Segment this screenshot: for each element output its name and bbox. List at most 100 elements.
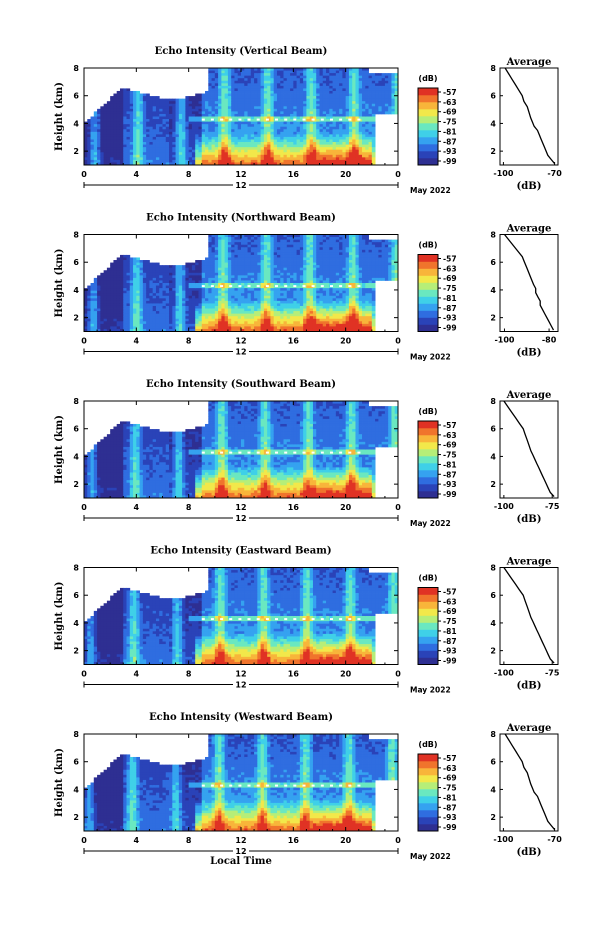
heat-cell (155, 154, 160, 158)
heat-cell (316, 68, 320, 71)
heat-cell (326, 124, 330, 128)
heat-cell (244, 277, 248, 281)
heat-cell (273, 249, 278, 253)
heat-cell (139, 93, 144, 97)
heat-cell (221, 119, 226, 122)
heat-cell (231, 108, 235, 112)
heat-cell (263, 237, 268, 240)
heat-cell (234, 101, 239, 105)
heat-cell (306, 83, 311, 87)
heat-cell (273, 234, 278, 238)
heat-cell (241, 111, 245, 115)
heat-cell (254, 142, 258, 145)
heat-cell (205, 129, 209, 133)
heat-cell (332, 108, 337, 112)
heat-cell (211, 149, 216, 153)
heat-cell (142, 300, 147, 304)
heat-cell (182, 152, 186, 156)
heat-cell (234, 88, 239, 92)
heat-cell (221, 121, 226, 125)
heat-cell (270, 295, 275, 299)
heat-cell (329, 129, 333, 133)
heat-cell (316, 93, 320, 97)
heat-cell (319, 103, 324, 107)
heat-cell (162, 149, 167, 153)
heat-cell (250, 234, 255, 238)
heat-cell (358, 70, 363, 74)
heat-cell (241, 249, 245, 253)
heat-cell (237, 242, 242, 246)
heat-cell (303, 68, 307, 71)
heat-cell (247, 134, 252, 138)
heat-cell (191, 124, 196, 128)
heat-cell (188, 305, 193, 309)
heat-cell (172, 311, 176, 315)
heat-cell (208, 321, 212, 325)
heat-cell (345, 134, 350, 138)
heat-cell (306, 108, 311, 112)
heat-cell (250, 242, 255, 246)
heat-cell (231, 285, 235, 289)
heat-cell (119, 101, 124, 105)
heat-cell (371, 111, 376, 115)
heat-cell (316, 159, 320, 163)
heat-cell (123, 293, 127, 297)
colorbar-tick-label: -75 (443, 118, 457, 127)
heat-cell (208, 88, 212, 92)
heat-cell (185, 129, 190, 133)
heat-cell (165, 106, 170, 110)
heat-cell (103, 321, 108, 325)
heat-cell (129, 152, 134, 156)
heat-cell (126, 88, 131, 92)
heat-cell (90, 139, 95, 143)
heat-cell (362, 108, 366, 112)
heat-cell (195, 316, 199, 320)
heat-cell (211, 280, 216, 284)
heat-cell (254, 88, 258, 92)
heat-cell (254, 272, 258, 276)
heat-cell (208, 311, 212, 315)
heat-cell (348, 80, 353, 84)
heat-cell (152, 124, 157, 128)
heat-cell (345, 78, 350, 82)
heat-cell (326, 136, 330, 140)
heat-cell (195, 124, 199, 128)
heat-cell (352, 147, 356, 151)
heat-cell (155, 113, 160, 117)
heat-cell (263, 298, 268, 302)
heat-cell (260, 275, 265, 279)
heat-cell (263, 272, 268, 276)
heat-cell (250, 116, 255, 120)
heat-cell (244, 162, 248, 166)
heat-cell (332, 83, 337, 87)
heat-cell (391, 96, 396, 100)
heat-cell (365, 124, 369, 128)
heat-cell (270, 90, 275, 94)
heat-cell (388, 111, 392, 115)
heat-cell (290, 88, 294, 92)
heat-cell (214, 119, 219, 122)
heat-cell (290, 149, 294, 153)
heat-cell (103, 303, 108, 307)
heat-cell (273, 252, 278, 256)
heat-cell (391, 103, 396, 107)
heat-cell (208, 265, 212, 269)
heat-cell (355, 85, 360, 89)
heat-cell (358, 162, 363, 166)
heat-cell (139, 267, 144, 271)
heat-cell (149, 113, 154, 117)
heat-cell (263, 257, 268, 261)
heat-cell (234, 247, 239, 251)
heat-cell (211, 121, 216, 125)
heat-cell (218, 262, 222, 266)
heat-cell (136, 290, 140, 294)
heat-cell (103, 129, 108, 133)
heat-cell (198, 285, 203, 289)
heat-cell (84, 308, 88, 312)
heat-cell (296, 139, 301, 143)
heat-cell (172, 313, 176, 317)
heat-cell (152, 131, 157, 135)
heat-cell (254, 280, 258, 284)
heat-cell (273, 147, 278, 151)
heat-cell (263, 149, 268, 153)
